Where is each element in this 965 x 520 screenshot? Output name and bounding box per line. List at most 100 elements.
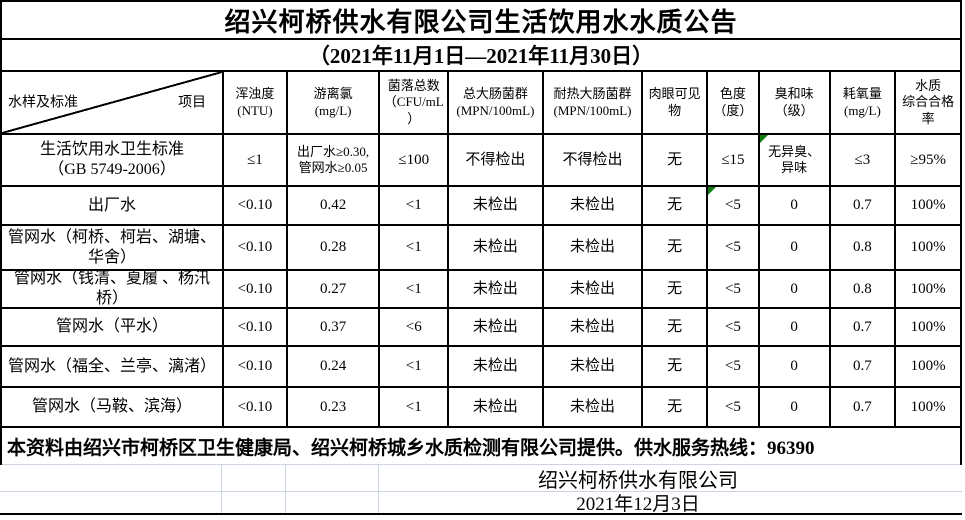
- table-row: 管网水（马鞍、滨海） <0.10 0.23 <1 未检出 未检出无 <5 0 0.7 100%: [2, 388, 960, 428]
- column-header-cell: 色度 （度）: [708, 72, 760, 133]
- value-cell: ≤15: [708, 135, 760, 185]
- value-cell: 不得检出: [449, 135, 544, 185]
- value-cell: <0.10: [224, 226, 288, 269]
- value-cell: <0.10: [224, 271, 288, 307]
- value-cell: <5: [708, 309, 760, 345]
- value-cell: 0: [760, 347, 831, 386]
- value-cell: 无: [643, 388, 709, 426]
- value-cell: 0.24: [288, 347, 381, 386]
- value-cell: 0.37: [288, 309, 381, 345]
- value-cell: 0.7: [831, 187, 897, 224]
- footer-row: 本资料由绍兴市柯桥区卫生健康局、绍兴柯桥城乡水质检测有限公司提供。供水服务热线：…: [2, 428, 960, 465]
- value-cell: <1: [380, 388, 450, 426]
- value-cell: 0.8: [831, 271, 897, 307]
- corner-header-cell: 水样及标准 项目: [2, 72, 225, 133]
- column-header-cell: 耐热大肠菌群 (MPN/100mL): [544, 72, 644, 133]
- value-cell: <5: [708, 187, 760, 224]
- column-header-cell: 游离氯 (mg/L): [288, 72, 381, 133]
- value-cell: 未检出: [544, 347, 644, 386]
- value-cell: 100%: [910, 239, 946, 256]
- table-row: 管网水（钱清、夏履 、杨汛桥） <0.10 0.27 <1 未检出 未检出无 <5 0 0.8 1…: [2, 271, 960, 309]
- value-cell: 0: [760, 226, 831, 269]
- value-cell: 未检出: [544, 309, 644, 345]
- value-cell: <1: [380, 226, 450, 269]
- announcement-table: 绍兴柯桥供水有限公司生活饮用水水质公告 （2021年11月1日—2021年11月…: [0, 0, 962, 465]
- signature-date-row: 2021年12月3日: [0, 492, 962, 515]
- value-cell: 0: [760, 309, 831, 345]
- value-cell: 未检出: [449, 388, 544, 426]
- value-cell: 0.28: [288, 226, 381, 269]
- value-cell: <5: [708, 347, 760, 386]
- signature-date: 2021年12月3日: [576, 494, 700, 515]
- value-cell: 未检出: [544, 271, 644, 307]
- column-header-cell: 浑浊度 (NTU): [224, 72, 288, 133]
- value-cell: 0.7: [831, 347, 897, 386]
- value-cell: 未检出: [544, 187, 644, 224]
- value-cell: 未检出: [449, 271, 544, 307]
- table-row: 管网水（柯桥、柯岩、湖塘、华舍） <0.10 0.28 <1 未检出 未检出无 <5 0 0.8…: [2, 226, 960, 271]
- column-header-cell: 肉眼可见 物: [643, 72, 709, 133]
- value-cell: <5: [708, 226, 760, 269]
- row-label-cell: 管网水（柯桥、柯岩、湖塘、华舍）: [2, 226, 225, 269]
- value-cell: 100%: [910, 280, 946, 297]
- value-cell: 无: [643, 187, 709, 224]
- value-cell: 0.27: [288, 271, 381, 307]
- value-cell: 未检出: [449, 309, 544, 345]
- corner-label-item: 项目: [178, 94, 207, 110]
- value-cell: <5: [708, 388, 760, 426]
- gridline: [285, 465, 286, 513]
- value-cell: 无异臭、 异味: [759, 135, 831, 185]
- signature-area: 绍兴柯桥供水有限公司 2021年12月3日: [0, 465, 962, 515]
- value-cell: 无: [643, 309, 709, 345]
- table-row: 生活饮用水卫生标准 （GB 5749-2006） ≤1 出厂水≥0.30, 管网水≥…: [2, 135, 960, 187]
- value-cell: 未检出: [449, 187, 544, 224]
- value-cell: 无: [643, 347, 709, 386]
- value-cell: <0.10: [224, 347, 288, 386]
- table-header-row: 水样及标准 项目 浑浊度 (NTU) 游离氯 (mg/L) 菌落总数 （CFU/mL…: [2, 72, 960, 135]
- table-row: 出厂水 <0.10 0.42 <1 未检出 未检出无 <5 0 0.7 100%: [2, 187, 960, 226]
- value-cell: ≥95%: [910, 151, 946, 168]
- value-cell: 100%: [910, 197, 946, 214]
- value-cell: ≤1: [224, 135, 288, 185]
- value-cell: 无: [643, 226, 709, 269]
- value-cell: <0.10: [224, 388, 288, 426]
- value-cell: 未检出: [449, 226, 544, 269]
- value-cell: 0: [760, 187, 831, 224]
- table-body: 生活饮用水卫生标准 （GB 5749-2006） ≤1 出厂水≥0.30, 管网水≥…: [2, 135, 960, 428]
- value-cell: 出厂水≥0.30, 管网水≥0.05: [288, 135, 381, 185]
- row-label-cell: 生活饮用水卫生标准 （GB 5749-2006）: [2, 135, 225, 185]
- value-cell: <1: [380, 271, 450, 307]
- value-cell: 未检出: [544, 226, 644, 269]
- value-cell: 100%: [910, 318, 946, 335]
- value-cell: ≤3: [831, 135, 897, 185]
- value-cell: 0.8: [831, 226, 897, 269]
- value-cell: 未检出: [449, 347, 544, 386]
- value-cell: <1: [380, 347, 450, 386]
- row-label-cell: 出厂水: [2, 187, 225, 224]
- value-cell: 0.42: [288, 187, 381, 224]
- row-label-cell: 管网水（马鞍、滨海）: [2, 388, 225, 426]
- value-cell: 0: [760, 271, 831, 307]
- company-signature: 绍兴柯桥供水有限公司: [538, 469, 738, 492]
- row-label-cell: 管网水（平水）: [2, 309, 225, 345]
- value-cell: <0.10: [224, 187, 288, 224]
- error-indicator-triangle-icon: [708, 187, 717, 195]
- value-cell: 100%: [910, 358, 946, 375]
- value-cell: ≤100: [380, 135, 450, 185]
- value-cell: 0.7: [831, 309, 897, 345]
- diagonal-divider: [2, 72, 223, 133]
- value-cell: 无: [643, 271, 709, 307]
- value-cell: <1: [380, 187, 450, 224]
- column-header-cell: 臭和味 （级）: [760, 72, 831, 133]
- column-header-cell: 水质 综合合格 率: [902, 78, 955, 126]
- page-title: 绍兴柯桥供水有限公司生活饮用水水质公告: [224, 7, 738, 37]
- company-signature-row: 绍兴柯桥供水有限公司: [0, 465, 962, 492]
- table-row: 管网水（福全、兰亭、漓渚） <0.10 0.24 <1 未检出 未检出无 <5 0 0.7 100…: [2, 347, 960, 388]
- row-label-cell: 管网水（福全、兰亭、漓渚）: [2, 347, 225, 386]
- error-indicator-triangle-icon: [759, 135, 768, 143]
- table-row: 管网水（平水） <0.10 0.37 <6 未检出 未检出无 <5 0 0.7 100%: [2, 309, 960, 347]
- value-cell: 100%: [910, 398, 946, 415]
- value-cell: 0: [760, 388, 831, 426]
- value-cell: <5: [708, 271, 760, 307]
